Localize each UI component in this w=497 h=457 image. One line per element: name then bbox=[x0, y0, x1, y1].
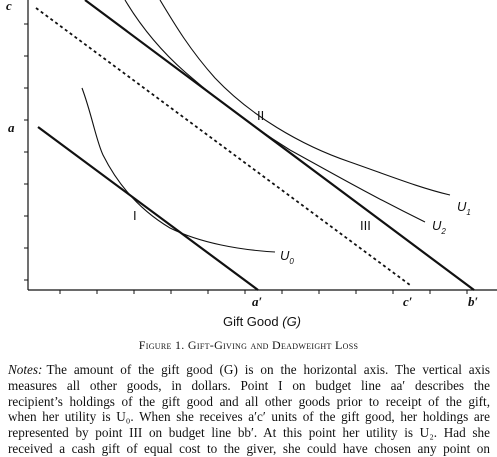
point-label: III bbox=[360, 218, 371, 233]
diagram-lines bbox=[35, 0, 475, 291]
x-axis-label: a′ bbox=[252, 294, 263, 309]
indifference-curve-u0 bbox=[81, 87, 276, 253]
point-label: II bbox=[257, 108, 264, 123]
axes bbox=[27, 0, 497, 291]
indifference-curve-u1 bbox=[159, 0, 451, 196]
budget-line-cc bbox=[35, 7, 411, 286]
notes-line: when her utility is U₀. When she receive… bbox=[8, 409, 490, 425]
figure-notes: Notes: The amount of the gift good (G) is… bbox=[8, 362, 490, 457]
notes-line: Notes: The amount of the gift good (G) is… bbox=[8, 362, 490, 378]
curve-subscript: 1 bbox=[466, 208, 470, 217]
notes-line: recipient’s holdings of the gift good an… bbox=[8, 393, 490, 409]
figure: c a a′ c′ b′ Gift Good (G) I II III U0 U… bbox=[6, 0, 497, 329]
curve-label: U2 bbox=[432, 218, 446, 236]
x-axis-title: Gift Good (G) bbox=[223, 314, 301, 329]
curve-subscript: 0 bbox=[289, 257, 294, 266]
curve-label: U0 bbox=[280, 248, 294, 266]
budget-line-aa bbox=[37, 126, 259, 291]
x-axis-title-symbol: (G) bbox=[282, 314, 301, 329]
notes-text: The amount of the gift good (G) is on th… bbox=[46, 362, 490, 377]
y-axis-label: c bbox=[6, 0, 12, 13]
curve-symbol: U bbox=[457, 199, 467, 214]
x-axis-label: b′ bbox=[468, 294, 479, 309]
notes-line: received a cash gift of equal cost to th… bbox=[8, 440, 490, 456]
notes-line: measures all other goods, in dollars. Po… bbox=[8, 377, 490, 393]
budget-line-bb bbox=[84, 0, 475, 291]
x-axis-title-text: Gift Good bbox=[223, 314, 279, 329]
curve-label: U1 bbox=[457, 199, 471, 217]
indifference-curve-u2 bbox=[124, 0, 426, 223]
y-axis-label: a bbox=[8, 120, 15, 135]
x-axis-label: c′ bbox=[403, 294, 413, 309]
curve-symbol: U bbox=[432, 218, 442, 233]
figure-caption: Figure 1. Gift-Giving and Deadweight Los… bbox=[138, 338, 359, 352]
point-label: I bbox=[133, 208, 137, 223]
curve-symbol: U bbox=[280, 248, 290, 263]
axis-ticks bbox=[24, 23, 468, 294]
curve-subscript: 2 bbox=[440, 227, 446, 236]
notes-label: Notes: bbox=[8, 362, 43, 377]
notes-line: represented by point III on budget line … bbox=[8, 425, 490, 441]
